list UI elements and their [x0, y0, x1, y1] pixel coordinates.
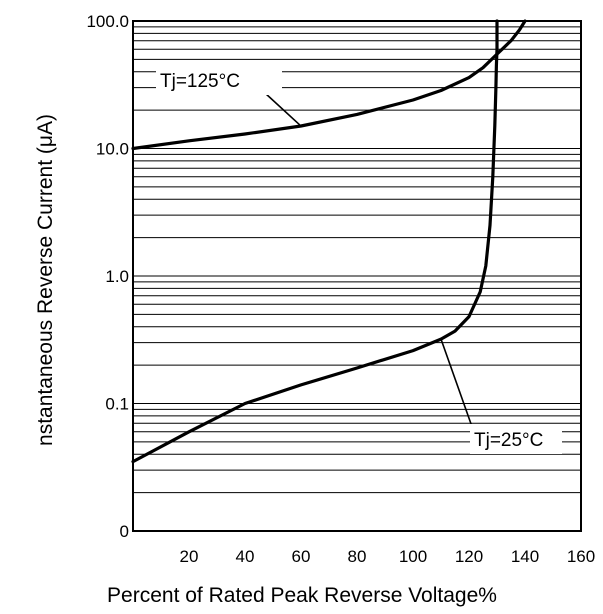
- annotation-label-background: [156, 65, 282, 95]
- y-axis-title: nstantaneous Reverse Current (μA): [34, 114, 57, 446]
- annotation-label: Tj=125°C: [160, 71, 240, 92]
- x-tick-label: 20: [180, 547, 199, 566]
- annotations: Tj=125°C Tj=25°C: [156, 65, 562, 454]
- annotation-leader-line: [440, 338, 477, 439]
- x-tick-label: 100: [399, 547, 427, 566]
- x-tick-label: 120: [455, 547, 483, 566]
- x-tick-label: 160: [567, 547, 595, 566]
- y-tick-label: 1.0: [105, 267, 129, 286]
- x-tick-labels: 20 40 60 80 100 120 140 160: [180, 547, 596, 566]
- series-line-tj-125c: [131, 19, 527, 151]
- x-tick-label: 40: [236, 547, 255, 566]
- series-line-tj-25c: [131, 19, 499, 464]
- x-tick-label: 140: [511, 547, 539, 566]
- x-axis-title: Percent of Rated Peak Reverse Voltage%: [107, 584, 497, 607]
- annotation-label: Tj=25°C: [474, 430, 543, 451]
- y-tick-labels: 0 0.1 1.0 10.0 100.0: [86, 12, 129, 541]
- y-tick-label: 10.0: [96, 140, 129, 159]
- curves: [131, 19, 527, 464]
- plot-frame: [132, 20, 582, 532]
- annotation-leader-line: [264, 92, 302, 127]
- x-tick-label: 80: [348, 547, 367, 566]
- grid-lines: [133, 26, 581, 532]
- y-tick-label: 0.1: [105, 395, 129, 414]
- y-tick-label: 100.0: [86, 12, 129, 31]
- x-tick-label: 60: [292, 547, 311, 566]
- y-tick-label: 0: [120, 522, 129, 541]
- annotation-label-background: [470, 424, 562, 454]
